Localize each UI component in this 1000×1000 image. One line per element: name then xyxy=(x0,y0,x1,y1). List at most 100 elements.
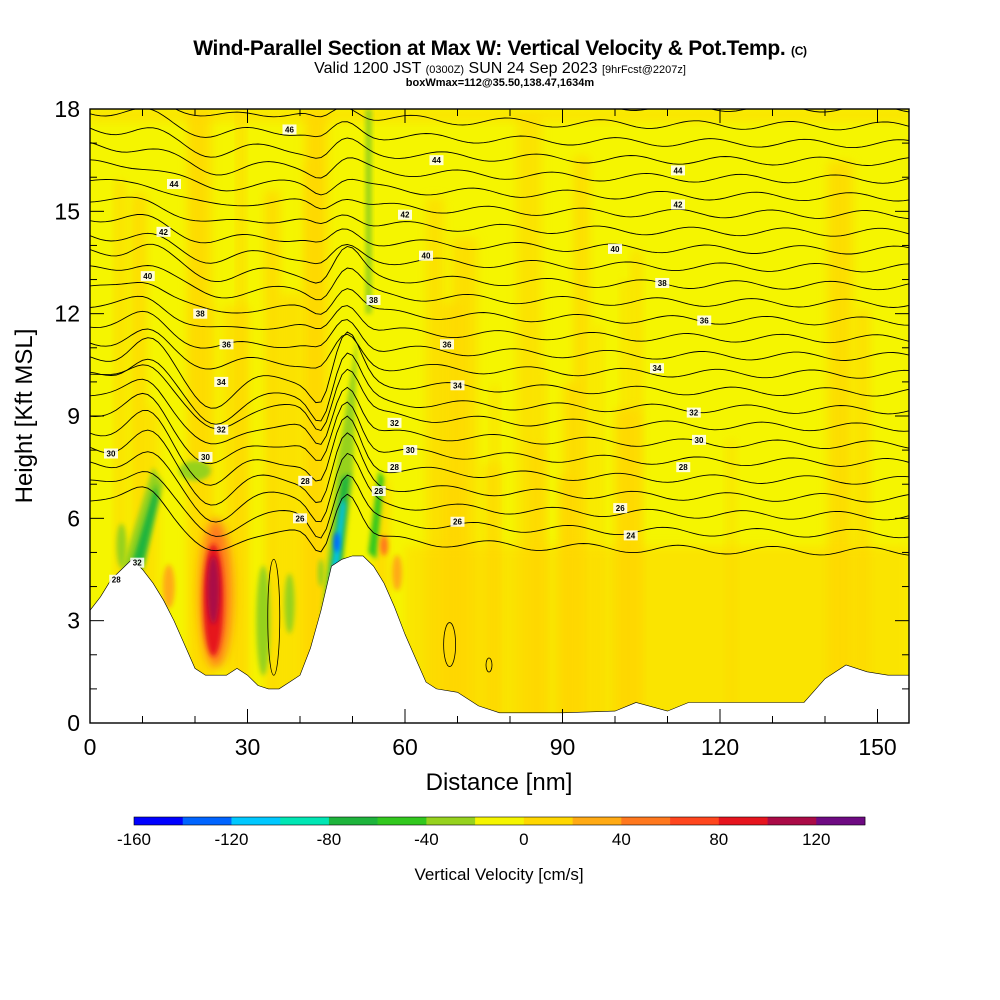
colorbar-swatch xyxy=(377,817,427,825)
theta-label-bg xyxy=(214,424,229,435)
theta-contour-line xyxy=(90,331,909,409)
theta-label-text: 28 xyxy=(390,463,399,472)
theta-label: 28 xyxy=(298,475,313,486)
theta-label-text: 30 xyxy=(406,446,415,455)
y-tick-label: 18 xyxy=(54,96,80,122)
theta-label-text: 32 xyxy=(689,409,698,418)
theta-label-bg xyxy=(692,434,706,445)
theta-label-text: 26 xyxy=(616,504,625,513)
theta-label-text: 28 xyxy=(374,487,383,496)
velocity-cell xyxy=(256,565,271,676)
theta-label-bg xyxy=(167,179,181,190)
theta-contour-line xyxy=(90,127,909,166)
theta-label-bg xyxy=(429,155,444,166)
theta-label-bg xyxy=(671,165,685,176)
orange-streak xyxy=(278,293,304,723)
theta-label-text: 38 xyxy=(196,310,205,319)
colorbar-swatch xyxy=(475,817,525,825)
theta-label-text: 40 xyxy=(422,252,431,261)
theta-label-text: 28 xyxy=(679,463,688,472)
theta-label: 28 xyxy=(371,486,386,497)
theta-label-bg xyxy=(219,339,234,350)
theta-contour-line xyxy=(90,328,909,379)
theta-label: 26 xyxy=(293,513,307,524)
theta-label: 28 xyxy=(676,462,691,473)
orange-streak xyxy=(539,363,547,723)
theta-label: 30 xyxy=(692,434,706,445)
theta-label: 24 xyxy=(623,530,638,541)
colorbar-swatch xyxy=(670,817,720,825)
x-tick-label: 60 xyxy=(392,734,418,760)
velocity-cell xyxy=(392,554,403,591)
colorbar-tick-label: -40 xyxy=(414,830,439,849)
theta-label: 32 xyxy=(214,424,229,435)
colorbar-swatch xyxy=(426,817,476,825)
theta-label: 28 xyxy=(387,462,402,473)
theta-label-bg xyxy=(193,308,208,319)
theta-label: 44 xyxy=(167,179,181,190)
colorbar-label: Vertical Velocity [cm/s] xyxy=(414,865,583,884)
theta-label-bg xyxy=(655,277,670,288)
theta-label: 30 xyxy=(104,448,118,459)
theta-label-text: 34 xyxy=(653,364,662,373)
theta-label-text: 44 xyxy=(170,180,179,189)
valid-utc-time: (0300Z) xyxy=(425,64,465,76)
colorbar-swatch xyxy=(280,817,330,825)
theta-contour-line xyxy=(90,392,909,467)
colorbar-tick-label: 120 xyxy=(802,830,830,849)
theta-label: 42 xyxy=(398,209,412,220)
orange-streak xyxy=(594,325,603,723)
theta-label: 28 xyxy=(109,574,124,585)
x-tick-label: 30 xyxy=(235,734,261,760)
velocity-cell xyxy=(284,573,295,634)
theta-label: 32 xyxy=(130,557,145,568)
valid-local-time: Valid 1200 JST xyxy=(314,60,422,77)
y-axis-label: Height [Kft MSL] xyxy=(11,329,38,504)
theta-label-bg xyxy=(450,380,465,391)
theta-label-bg xyxy=(130,557,145,568)
theta-label-text: 32 xyxy=(390,419,399,428)
theta-label-text: 44 xyxy=(674,166,683,175)
theta-label-text: 40 xyxy=(143,272,152,281)
colorbar-tick-label: 80 xyxy=(709,830,728,849)
theta-label: 32 xyxy=(686,407,701,418)
theta-label-text: 38 xyxy=(369,296,378,305)
colorbar-swatch xyxy=(231,817,281,825)
y-tick-label: 15 xyxy=(54,198,80,224)
theta-label: 40 xyxy=(608,243,622,254)
theta-label-text: 40 xyxy=(611,245,620,254)
chart-title-unit: (C) xyxy=(791,44,807,58)
colorbar-swatch xyxy=(572,817,622,825)
theta-label: 26 xyxy=(450,516,465,527)
terrain xyxy=(90,555,909,723)
theta-label-text: 28 xyxy=(112,576,121,585)
orange-streak xyxy=(115,180,125,723)
colorbar-swatch xyxy=(816,817,866,825)
theta-label-bg xyxy=(298,475,313,486)
theta-label-bg xyxy=(450,516,465,527)
theta-label-bg xyxy=(104,448,118,459)
theta-label-bg xyxy=(387,462,402,473)
theta-label-text: 36 xyxy=(443,340,452,349)
theta-label-text: 42 xyxy=(674,201,683,210)
theta-label: 36 xyxy=(440,339,454,350)
theta-label: 42 xyxy=(156,226,171,237)
theta-label-bg xyxy=(623,530,638,541)
theta-contour-line xyxy=(90,232,909,273)
theta-label-text: 34 xyxy=(453,381,462,390)
theta-label-text: 24 xyxy=(626,531,635,540)
theta-contour-line xyxy=(90,429,909,506)
theta-label: 40 xyxy=(140,271,155,282)
colorbar-swatch xyxy=(182,817,232,825)
theta-label-bg xyxy=(650,363,664,374)
theta-label-bg xyxy=(156,226,171,237)
theta-label: 44 xyxy=(671,165,685,176)
theta-label: 42 xyxy=(671,199,685,210)
y-tick-label: 12 xyxy=(54,301,80,327)
theta-closed-contour xyxy=(267,558,281,676)
theta-contour-line xyxy=(90,243,909,291)
y-tick-label: 3 xyxy=(67,608,80,634)
theta-contour-line xyxy=(90,378,909,450)
theta-label: 36 xyxy=(697,315,712,326)
theta-label-bg xyxy=(671,199,685,210)
